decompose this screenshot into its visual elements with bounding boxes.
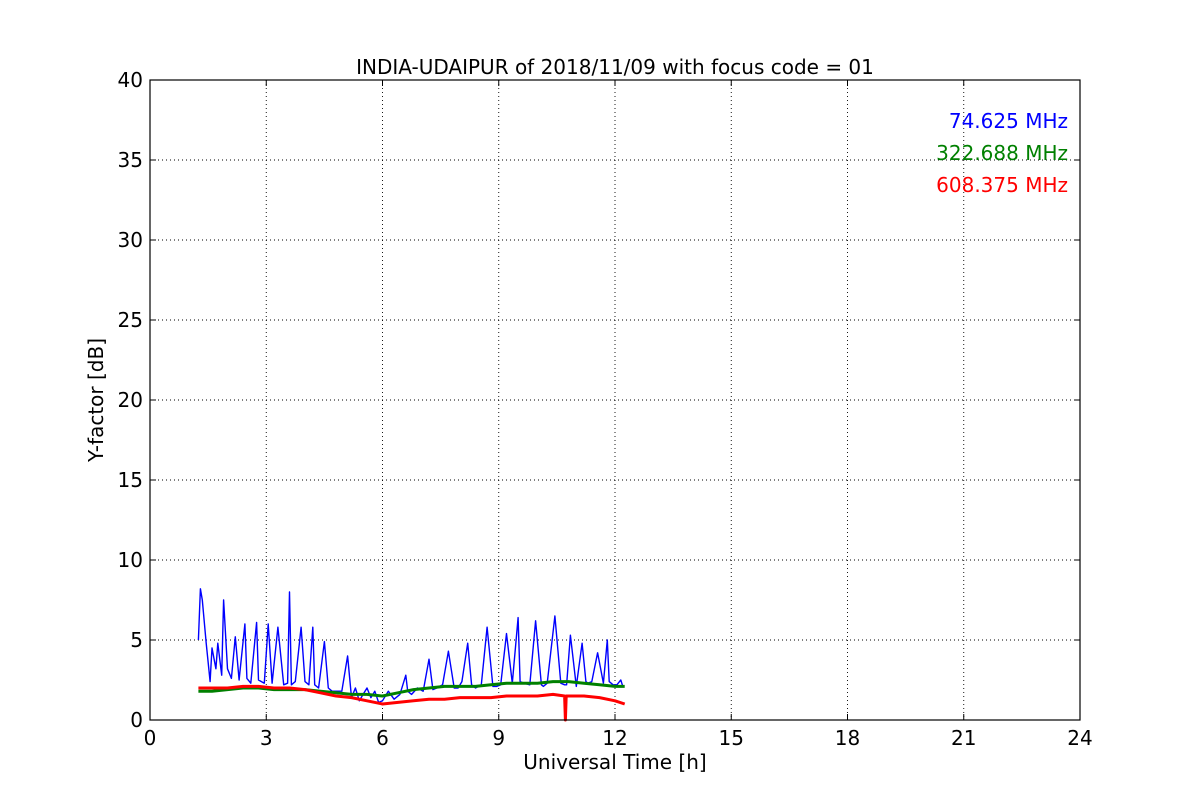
x-axis-label: Universal Time [h] bbox=[523, 750, 706, 774]
grid-layer bbox=[150, 80, 1080, 720]
x-tick-label: 18 bbox=[835, 726, 860, 750]
x-tick-label: 3 bbox=[260, 726, 273, 750]
legend: 74.625 MHz 322.688 MHz 608.375 MHz bbox=[936, 109, 1068, 197]
y-tick-label: 30 bbox=[118, 228, 143, 252]
x-tick-label: 21 bbox=[951, 726, 976, 750]
series-line-3 bbox=[198, 684, 626, 722]
y-tick-label: 25 bbox=[118, 308, 143, 332]
y-tick-label: 15 bbox=[118, 468, 143, 492]
y-tick-label: 5 bbox=[130, 628, 143, 652]
y-tick-label: 35 bbox=[118, 148, 143, 172]
x-tick-label: 6 bbox=[376, 726, 389, 750]
tick-labels-layer: 0 3 6 9 12 15 18 21 24 0 5 10 15 20 25 30 35 40 bbox=[118, 68, 1093, 750]
x-tick-label: 0 bbox=[144, 726, 157, 750]
y-tick-label: 20 bbox=[118, 388, 143, 412]
legend-item-2: 322.688 MHz bbox=[936, 141, 1068, 165]
y-tick-label: 0 bbox=[130, 708, 143, 732]
x-tick-label: 9 bbox=[492, 726, 505, 750]
series-line-1 bbox=[197, 588, 624, 704]
x-tick-label: 15 bbox=[719, 726, 744, 750]
legend-item-3: 608.375 MHz bbox=[936, 173, 1068, 197]
x-tick-label: 12 bbox=[602, 726, 627, 750]
legend-item-1: 74.625 MHz bbox=[949, 109, 1068, 133]
ticks-layer bbox=[149, 79, 1081, 721]
chart-title: INDIA-UDAIPUR of 2018/11/09 with focus c… bbox=[356, 55, 874, 79]
series-line-2 bbox=[198, 680, 625, 698]
y-tick-label: 10 bbox=[118, 548, 143, 572]
x-tick-label: 24 bbox=[1067, 726, 1092, 750]
y-tick-label: 40 bbox=[118, 68, 143, 92]
y-axis-label: Y-factor [dB] bbox=[84, 338, 108, 463]
series-layer bbox=[197, 588, 626, 722]
